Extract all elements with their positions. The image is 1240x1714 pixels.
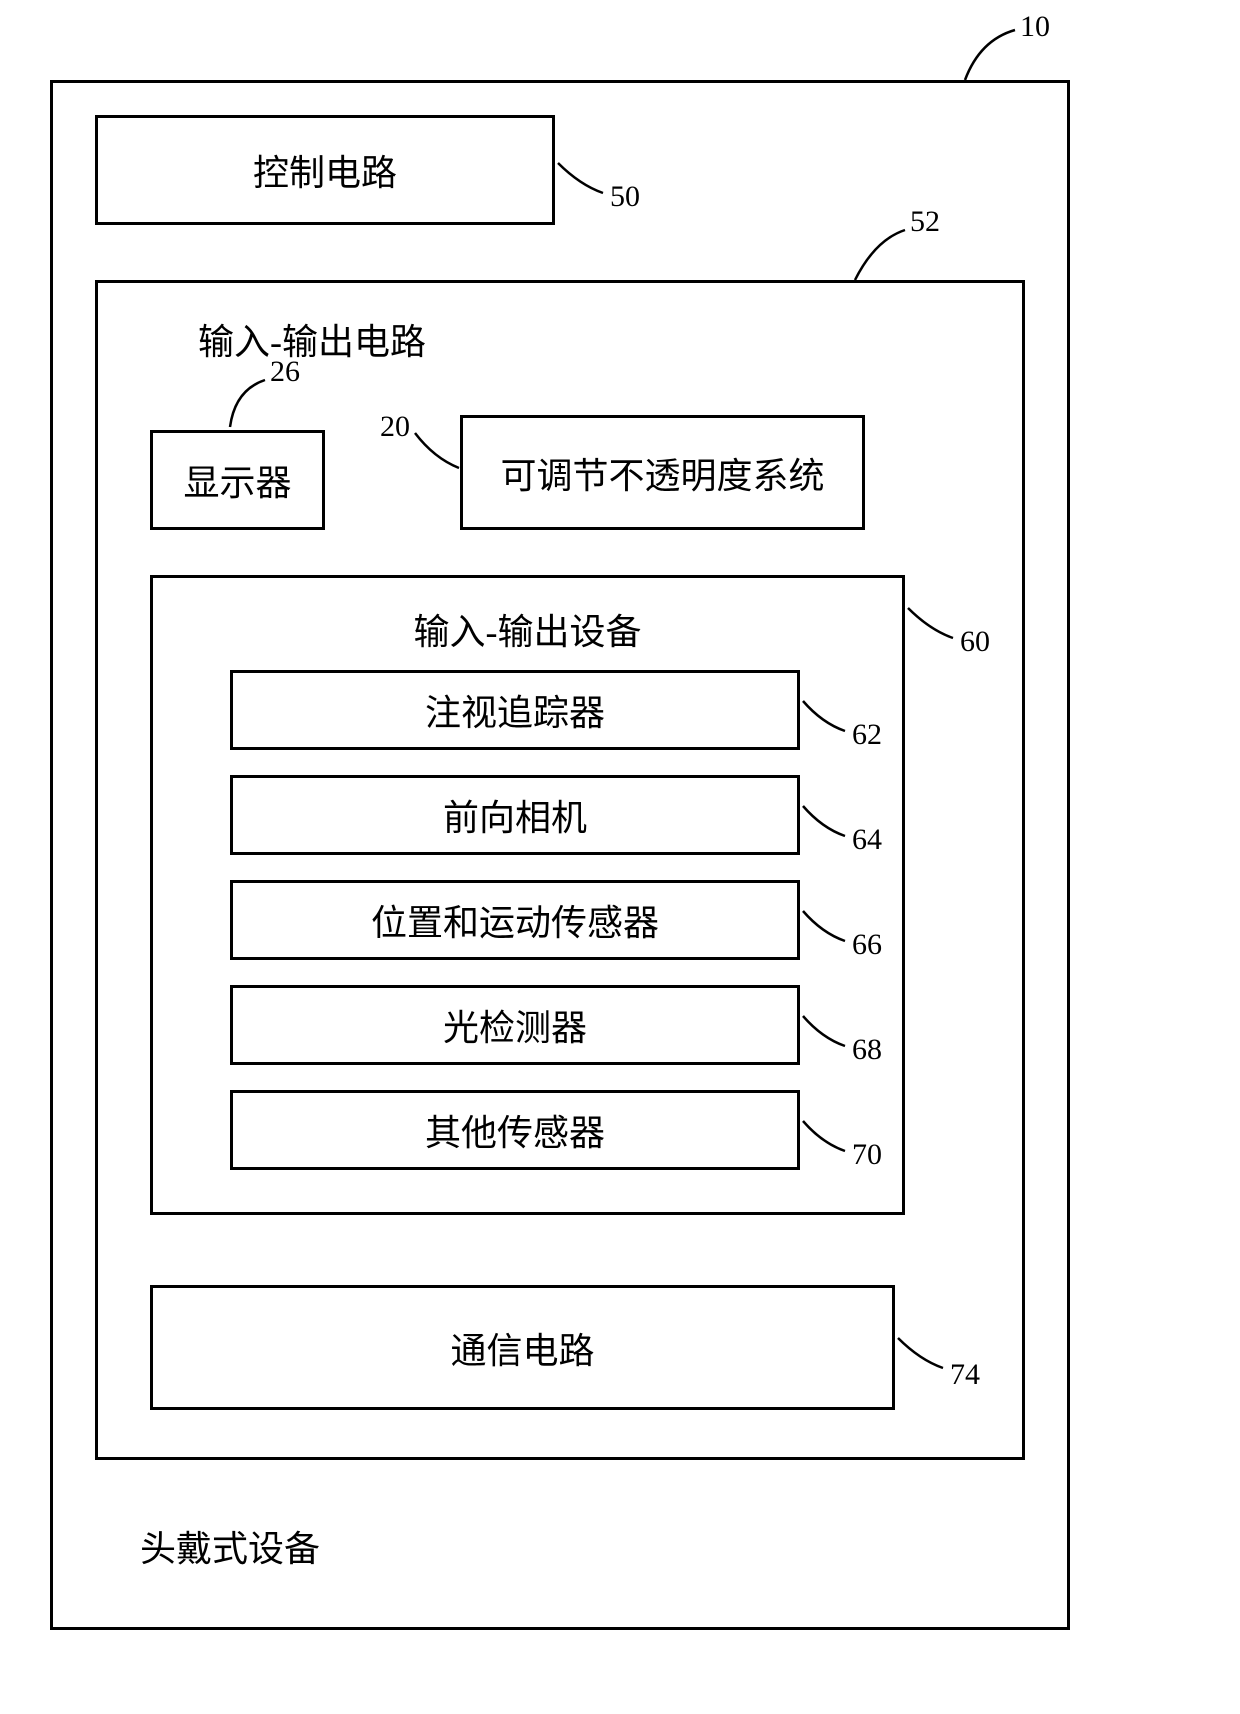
opacity-system-label: 可调节不透明度系统	[500, 447, 824, 499]
control-circuit-label: 控制电路	[253, 144, 397, 196]
io-devices-title: 输入-输出设备	[153, 603, 902, 655]
io-device-item-3-label: 光检测器	[443, 999, 587, 1051]
display-label: 显示器	[183, 454, 291, 506]
ref-74: 74	[950, 1358, 980, 1392]
ref-26: 26	[270, 355, 300, 389]
ref-66: 66	[852, 928, 882, 962]
comm-circuit-box: 通信电路	[150, 1285, 895, 1410]
ref-20: 20	[380, 410, 410, 444]
ref-52: 52	[910, 205, 940, 239]
ref-60: 60	[960, 625, 990, 659]
ref-62: 62	[852, 718, 882, 752]
ref-10: 10	[1020, 10, 1050, 44]
io-device-item-1: 前向相机	[230, 775, 800, 855]
io-device-item-4-label: 其他传感器	[425, 1104, 605, 1156]
io-device-item-2-label: 位置和运动传感器	[371, 894, 659, 946]
io-device-item-0: 注视追踪器	[230, 670, 800, 750]
io-device-item-3: 光检测器	[230, 985, 800, 1065]
io-device-item-2: 位置和运动传感器	[230, 880, 800, 960]
opacity-system-box: 可调节不透明度系统	[460, 415, 865, 530]
io-device-item-4: 其他传感器	[230, 1090, 800, 1170]
display-box: 显示器	[150, 430, 325, 530]
io-circuit-title: 输入-输出电路	[198, 313, 426, 365]
ref-50: 50	[610, 180, 640, 214]
comm-circuit-label: 通信电路	[450, 1322, 594, 1374]
ref-70: 70	[852, 1138, 882, 1172]
io-device-item-1-label: 前向相机	[443, 789, 587, 841]
control-circuit-box: 控制电路	[95, 115, 555, 225]
ref-68: 68	[852, 1033, 882, 1067]
io-device-item-0-label: 注视追踪器	[425, 684, 605, 736]
ref-64: 64	[852, 823, 882, 857]
block-diagram: 10 控制电路 50 输入-输出电路 52 显示器 26 可调节不透明度系统 2…	[50, 80, 1070, 1630]
outer-title: 头戴式设备	[140, 1520, 320, 1572]
